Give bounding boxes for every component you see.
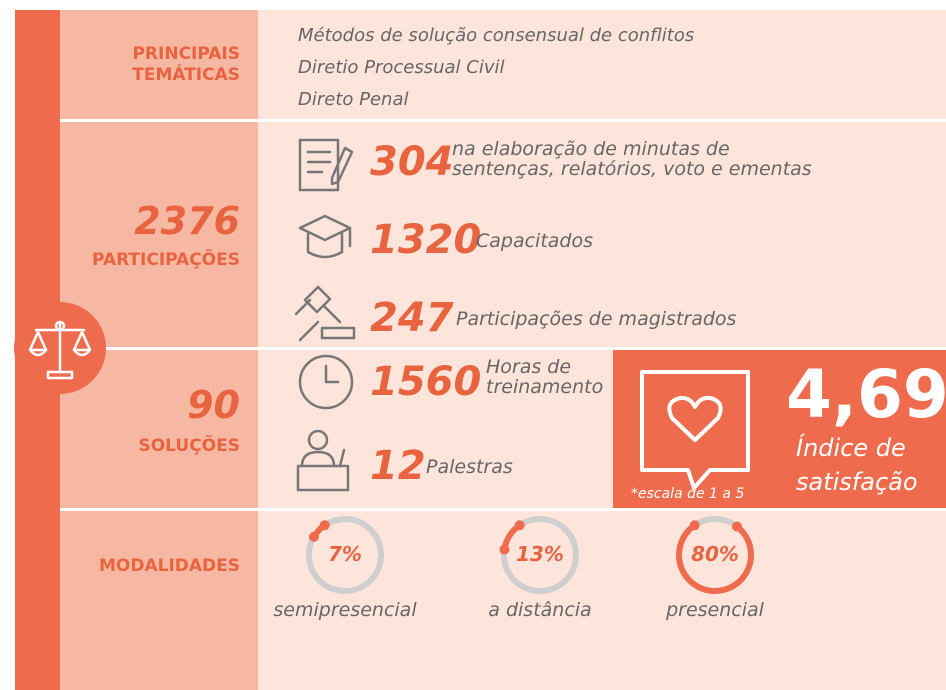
separator [60,119,946,122]
solutions-total: 90 [187,383,240,427]
number: 247 [370,295,454,341]
modality-name: a distância [488,599,592,621]
satisfaction-note: *escala de 1 a 5 [631,486,745,502]
gavel-icon [294,285,356,342]
donut-end [514,520,525,531]
donut-end [308,531,319,542]
percent-label: 13% [516,542,564,566]
themes-label: PRINCIPAIS TEMÁTICAS [132,44,240,86]
number: 1560 [370,359,482,405]
theme: Métodos de solução consensual de conflit… [298,25,695,46]
satisfaction-label: Índice de satisfação [796,434,918,496]
theme: Direto Penal [298,89,409,110]
number: 12 [370,443,426,489]
document-icon [298,138,354,192]
modality-name: semipresencial [273,599,417,621]
separator [60,347,946,350]
donut-end [689,520,700,531]
modalities-label: MODALIDADES [98,556,240,576]
donut-end [731,521,742,532]
donut-arc [676,522,754,594]
participations-label: PARTICIPAÇÕES [92,250,240,270]
description: Horas de treinamento [486,356,604,398]
percent-label: 80% [691,542,739,566]
donut-track [306,516,384,594]
donut-end [499,544,510,555]
scales-icon [28,320,92,380]
description: na elaboração de minutas de sentenças, r… [452,138,812,180]
participations-total: 2376 [134,199,240,243]
satisfaction-box [613,350,946,508]
theme: Diretio Processual Civil [298,57,505,78]
speaker-icon [296,429,350,492]
heart-bubble-icon [640,370,750,490]
separator [60,508,946,511]
description: Participações de magistrados [456,308,737,330]
number: 304 [370,139,454,185]
donut-end [319,520,330,531]
modality-name: presencial [666,599,764,621]
number: 1320 [370,217,482,263]
solutions-label: SOLUÇÕES [138,436,240,456]
donut-track [501,516,579,594]
graduation-icon [298,214,352,259]
description: Palestras [426,456,513,478]
description: Capacitados [476,230,594,252]
clock-icon [298,354,354,410]
satisfaction-score: 4,69 [786,356,946,433]
percent-label: 7% [328,542,362,566]
